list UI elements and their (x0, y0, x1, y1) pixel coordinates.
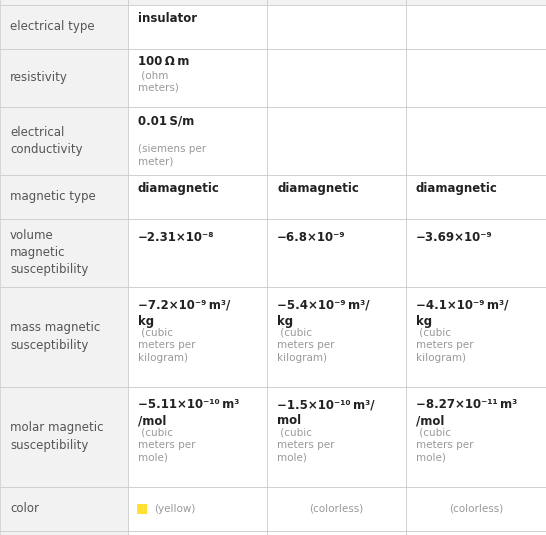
Bar (128, 486, 267, 531)
Bar (0, 531, 128, 535)
Text: −8.27×10⁻¹¹ m³
/mol: −8.27×10⁻¹¹ m³ /mol (416, 399, 517, 427)
Bar (128, 0, 267, 4)
Bar (406, 174, 546, 218)
Text: (yellow): (yellow) (154, 503, 195, 514)
Bar (0, 386, 128, 486)
Text: diamagnetic: diamagnetic (277, 182, 359, 195)
Bar (267, 386, 406, 486)
Bar (267, 531, 406, 535)
Bar (267, 174, 406, 218)
Bar (128, 531, 267, 535)
Text: −6.8×10⁻⁹: −6.8×10⁻⁹ (277, 231, 346, 244)
Bar (267, 218, 406, 287)
Bar (406, 106, 546, 174)
Bar (406, 386, 546, 486)
Text: electrical type: electrical type (10, 20, 94, 33)
Bar (267, 486, 406, 531)
Text: (cubic
meters per
mole): (cubic meters per mole) (277, 428, 335, 463)
Text: (cubic
meters per
kilogram): (cubic meters per kilogram) (277, 328, 335, 363)
Text: diamagnetic: diamagnetic (416, 182, 498, 195)
Bar (128, 386, 267, 486)
Bar (406, 218, 546, 287)
Bar (406, 287, 546, 386)
Bar (0, 218, 128, 287)
Text: volume
magnetic
susceptibility: volume magnetic susceptibility (10, 229, 88, 276)
Text: resistivity: resistivity (10, 71, 68, 84)
Bar (267, 106, 406, 174)
Bar (0, 49, 128, 106)
Text: −3.69×10⁻⁹: −3.69×10⁻⁹ (416, 231, 492, 244)
Text: insulator: insulator (138, 12, 197, 26)
Text: −2.31×10⁻⁸: −2.31×10⁻⁸ (138, 231, 215, 244)
Bar (0, 106, 128, 174)
Text: −7.2×10⁻⁹ m³/
kg: −7.2×10⁻⁹ m³/ kg (138, 299, 230, 327)
Text: −4.1×10⁻⁹ m³/
kg: −4.1×10⁻⁹ m³/ kg (416, 299, 508, 327)
Text: (cubic
meters per
mole): (cubic meters per mole) (416, 428, 473, 463)
Text: (cubic
meters per
kilogram): (cubic meters per kilogram) (416, 328, 473, 363)
Text: (cubic
meters per
mole): (cubic meters per mole) (138, 428, 195, 463)
Bar (267, 49, 406, 106)
Bar (267, 4, 406, 49)
Text: mass magnetic
susceptibility: mass magnetic susceptibility (10, 322, 100, 351)
Text: (colorless): (colorless) (449, 503, 503, 514)
Text: −5.11×10⁻¹⁰ m³
/mol: −5.11×10⁻¹⁰ m³ /mol (138, 399, 239, 427)
Bar (0, 174, 128, 218)
Text: molar magnetic
susceptibility: molar magnetic susceptibility (10, 422, 104, 452)
Text: diamagnetic: diamagnetic (138, 182, 220, 195)
Text: (ohm
meters): (ohm meters) (138, 70, 179, 93)
Bar (406, 531, 546, 535)
Text: 100 Ω m: 100 Ω m (138, 56, 189, 68)
Bar (406, 0, 546, 4)
Bar (128, 174, 267, 218)
Bar (0, 287, 128, 386)
Text: −1.5×10⁻¹⁰ m³/
mol: −1.5×10⁻¹⁰ m³/ mol (277, 399, 375, 427)
Bar (128, 287, 267, 386)
Bar (128, 106, 267, 174)
Bar (406, 4, 546, 49)
Text: electrical
conductivity: electrical conductivity (10, 126, 82, 156)
Text: (siemens per
meter): (siemens per meter) (138, 144, 206, 166)
Bar (406, 486, 546, 531)
Text: (cubic
meters per
kilogram): (cubic meters per kilogram) (138, 328, 195, 363)
Text: (colorless): (colorless) (310, 503, 364, 514)
Bar (0, 0, 128, 4)
Bar (0, 486, 128, 531)
Text: 0.01 S/m: 0.01 S/m (138, 114, 194, 144)
Bar (0, 4, 128, 49)
Bar (128, 49, 267, 106)
Bar (128, 4, 267, 49)
Bar (267, 0, 406, 4)
Text: magnetic type: magnetic type (10, 190, 96, 203)
Text: color: color (10, 502, 39, 515)
Bar (128, 218, 267, 287)
Bar (267, 287, 406, 386)
Text: −5.4×10⁻⁹ m³/
kg: −5.4×10⁻⁹ m³/ kg (277, 299, 370, 327)
Bar (406, 49, 546, 106)
